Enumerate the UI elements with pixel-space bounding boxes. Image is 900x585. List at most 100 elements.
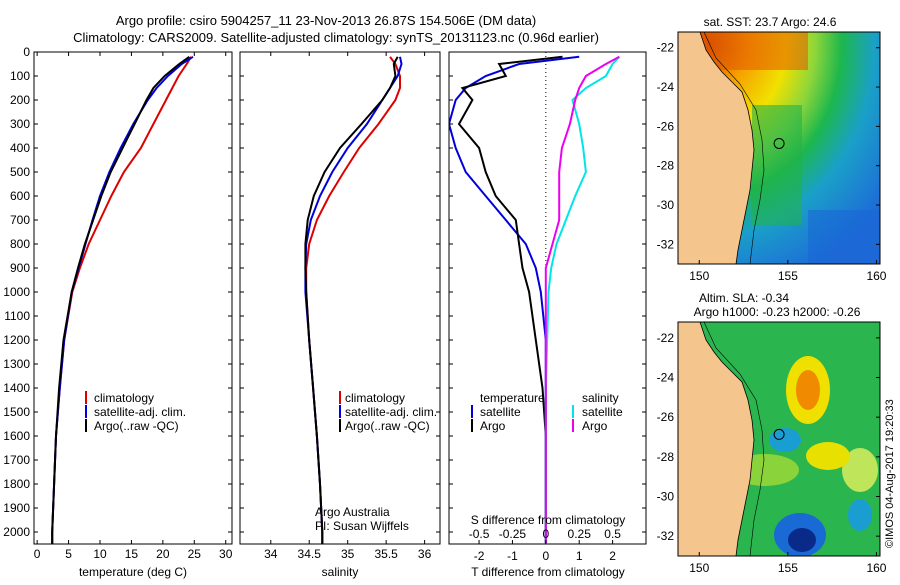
salinity-xtick-label: 34 bbox=[264, 547, 278, 561]
imos-timestamp: ©IMOS 04-Aug-2017 19:20:33 bbox=[884, 399, 896, 548]
difference-line-salinity-argo bbox=[544, 55, 620, 544]
sla-eddy-cold-west bbox=[769, 428, 801, 452]
legend-label-satellite: satellite-adj. clim. bbox=[345, 405, 437, 419]
depth-tick-label: 1200 bbox=[3, 333, 30, 347]
legend-title-salinity: salinity bbox=[582, 391, 619, 405]
salinity-diff-tick-label: -0.25 bbox=[499, 527, 527, 541]
sla-eddy-hot-core bbox=[796, 370, 820, 410]
depth-tick-label: 800 bbox=[10, 237, 30, 251]
sla-map bbox=[678, 322, 880, 556]
sst-map-lat-label: -28 bbox=[657, 159, 675, 173]
depth-tick-label: 400 bbox=[10, 141, 30, 155]
sla-land bbox=[678, 322, 755, 556]
sla-shelf-contour bbox=[703, 322, 765, 556]
temperature-line-argo-raw-qc- bbox=[51, 55, 190, 544]
sla-map-axes: 150 155 160 -22 -24 -26 -28 -30 -32 bbox=[657, 331, 887, 575]
sla-eddy-warm-mid bbox=[806, 442, 850, 470]
sst-land bbox=[678, 32, 755, 264]
legend-label-climatology: climatology bbox=[345, 391, 405, 405]
salinity-xtick-label: 36 bbox=[418, 547, 432, 561]
salinity-xtick-label: 35 bbox=[341, 547, 355, 561]
depth-tick-label: 1600 bbox=[3, 429, 30, 443]
depth-tick-label: 1800 bbox=[3, 477, 30, 491]
sst-map-lat-label: -24 bbox=[657, 80, 675, 94]
salinity-xtick-label: 34.5 bbox=[298, 547, 322, 561]
difference-series-group bbox=[449, 52, 621, 544]
legend-label-argo: Argo(..raw -QC) bbox=[94, 419, 179, 433]
depth-tick-label: 500 bbox=[10, 165, 30, 179]
sst-map-lat-label: -22 bbox=[657, 41, 675, 55]
legend-label-satellite: satellite-adj. clim. bbox=[94, 405, 186, 419]
temperature-xtick-label: 0 bbox=[34, 547, 41, 561]
depth-tick-label: 900 bbox=[10, 261, 30, 275]
sla-map-frame bbox=[677, 321, 881, 557]
t-difference-axis-label: T difference from climatology bbox=[471, 565, 625, 579]
title-line-1: Argo profile: csiro 5904257_11 23-Nov-20… bbox=[116, 13, 536, 28]
salinity-chart: 34 34.5 35 35.5 36 bbox=[240, 51, 440, 561]
sla-map-lat-label: -30 bbox=[657, 490, 675, 504]
title-line-2: Climatology: CARS2009. Satellite-adjuste… bbox=[73, 30, 599, 45]
depth-tick-label: 1700 bbox=[3, 453, 30, 467]
salinity-series-group bbox=[304, 56, 403, 544]
sla-map-lon-label: 160 bbox=[866, 561, 886, 575]
sla-map-lat-label: -22 bbox=[657, 331, 675, 345]
sla-eddy-cold-core bbox=[788, 528, 816, 552]
temperature-legend: climatology satellite-adj. clim. Argo(..… bbox=[85, 391, 186, 433]
temperature-xtick-label: 25 bbox=[188, 547, 202, 561]
sst-map bbox=[678, 32, 880, 264]
temperature-xtick-label: 5 bbox=[65, 547, 72, 561]
depth-tick-label: 1300 bbox=[3, 357, 30, 371]
sst-map-lon-label: 160 bbox=[866, 269, 886, 283]
sla-map-lon-label: 155 bbox=[778, 561, 798, 575]
sla-map-lon-label: 150 bbox=[689, 561, 709, 575]
salinity-axis-label: salinity bbox=[322, 565, 359, 579]
difference-chart: -2 -1 0 1 2 -0.5 -0.25 0 0.25 0.5 bbox=[449, 51, 646, 563]
sst-gulf-stream bbox=[752, 105, 802, 225]
depth-tick-label: 300 bbox=[10, 117, 30, 131]
salinity-diff-tick-label: 0.25 bbox=[568, 527, 592, 541]
depth-tick-label: 1400 bbox=[3, 381, 30, 395]
sla-map-title-2: Argo h1000: -0.23 h2000: -0.26 bbox=[694, 305, 861, 319]
sla-map-lat-label: -26 bbox=[657, 410, 675, 424]
difference-xtick-label: 2 bbox=[609, 549, 616, 563]
difference-legend: temperature salinity satellite Argo sate… bbox=[471, 391, 626, 527]
legend-label-s-satellite: satellite bbox=[582, 405, 623, 419]
depth-tick-label: 1100 bbox=[4, 309, 30, 323]
sst-map-lon-label: 155 bbox=[778, 269, 798, 283]
credit-line-2: PI: Susan Wijffels bbox=[315, 519, 409, 533]
sst-map-lat-label: -26 bbox=[657, 119, 675, 133]
salinity-xtick-label: 35.5 bbox=[374, 547, 398, 561]
depth-tick-label: 1000 bbox=[3, 285, 30, 299]
sst-map-lon-label: 150 bbox=[689, 269, 709, 283]
sst-map-title: sat. SST: 23.7 Argo: 24.6 bbox=[704, 15, 837, 29]
sst-map-lat-label: -30 bbox=[657, 198, 675, 212]
sst-shelf-contour bbox=[703, 32, 765, 264]
temperature-series-group bbox=[51, 55, 194, 544]
salinity-panel-frame bbox=[239, 51, 441, 545]
depth-tick-label: 1500 bbox=[3, 405, 30, 419]
temperature-xtick-label: 15 bbox=[125, 547, 139, 561]
difference-xtick-label: -2 bbox=[474, 549, 485, 563]
sla-argo-marker bbox=[773, 428, 785, 440]
sla-eddy-cold-east bbox=[848, 499, 872, 531]
sst-map-axes: 150 155 160 -22 -24 -26 -28 -30 -32 bbox=[657, 41, 887, 283]
sst-map-frame bbox=[677, 31, 881, 265]
depth-tick-label: 1900 bbox=[3, 501, 30, 515]
sst-cold-south bbox=[808, 210, 880, 264]
legend-label-t-satellite: satellite bbox=[480, 405, 521, 419]
salinity-diff-tick-label: -0.5 bbox=[469, 527, 490, 541]
depth-tick-label: 100 bbox=[10, 69, 30, 83]
temperature-axis-label: temperature (deg C) bbox=[79, 565, 187, 579]
difference-xtick-label: 0 bbox=[542, 549, 549, 563]
depth-tick-label: 600 bbox=[10, 189, 30, 203]
depth-tick-label: 200 bbox=[10, 93, 30, 107]
temperature-xtick-label: 20 bbox=[156, 547, 170, 561]
legend-label-s-argo: Argo bbox=[582, 419, 608, 433]
sla-map-lat-label: -24 bbox=[657, 371, 675, 385]
sla-map-title-1: Altim. SLA: -0.34 bbox=[699, 291, 789, 305]
temperature-xtick-label: 10 bbox=[93, 547, 107, 561]
difference-xtick-label: 1 bbox=[576, 549, 583, 563]
salinity-line-argo-raw-qc- bbox=[304, 56, 399, 544]
